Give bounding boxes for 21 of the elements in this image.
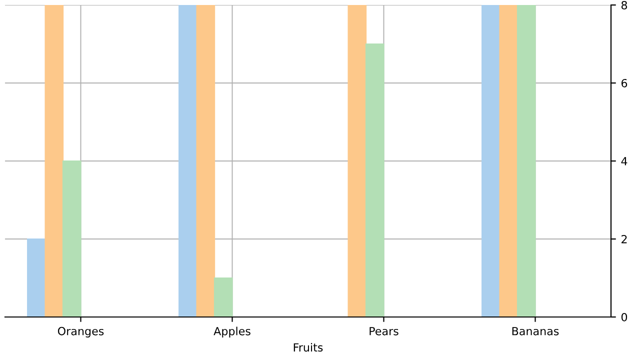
bar	[62, 160, 82, 317]
bar	[516, 5, 536, 317]
bar	[44, 5, 64, 317]
y-tick-label: 6	[622, 78, 628, 88]
bar	[482, 5, 500, 317]
bar	[178, 5, 198, 317]
x-tick-label: Apples	[214, 326, 250, 338]
y-tick-label: 2	[622, 234, 627, 244]
bar	[348, 5, 367, 317]
bar	[27, 238, 46, 317]
bar	[196, 5, 216, 317]
bar	[214, 277, 233, 317]
y-tick-label: 8	[621, 0, 628, 10]
x-tick-label: Bananas	[512, 327, 559, 336]
x-axis-title: Fruits	[294, 343, 323, 352]
x-tick-label: Pears	[370, 327, 398, 336]
y-tick-label: 4	[621, 157, 628, 166]
y-tick-label: 0	[621, 312, 628, 322]
bar	[499, 5, 518, 317]
x-tick-label: Oranges	[58, 326, 104, 338]
bar	[365, 43, 384, 317]
